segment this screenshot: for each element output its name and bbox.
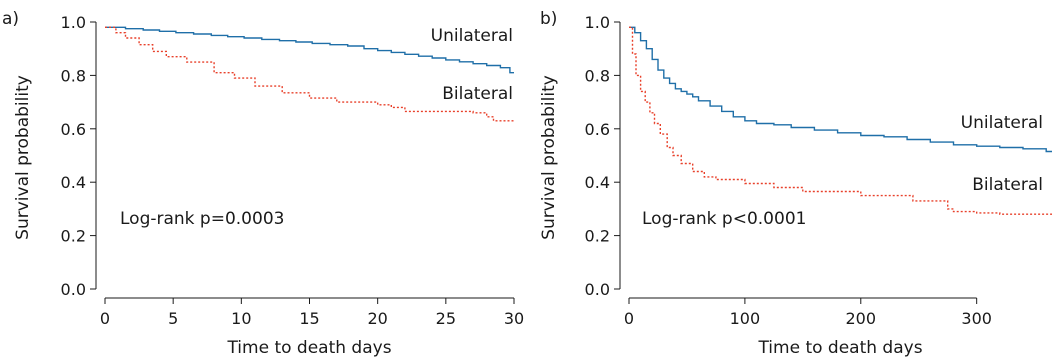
log-rank-annotation: Log-rank p<0.0001 bbox=[642, 209, 806, 229]
y-tick-label: 0.0 bbox=[585, 280, 610, 299]
x-tick-label: 300 bbox=[961, 309, 992, 328]
y-tick-label: 0.6 bbox=[61, 120, 86, 139]
series-label-bilateral: Bilateral bbox=[972, 175, 1043, 195]
x-tick-label: 30 bbox=[504, 309, 524, 328]
y-tick-label: 0.8 bbox=[61, 66, 86, 85]
x-tick-label: 0 bbox=[624, 309, 634, 328]
y-axis-label: Survival probability bbox=[539, 75, 559, 240]
series-line-bilateral bbox=[105, 26, 514, 122]
series-label-bilateral: Bilateral bbox=[442, 84, 513, 104]
panel-a: 0.0 0.2 0.4 0.6 0.8 1.0 0 5 10 15 20 25 30 Time to de… bbox=[2, 9, 524, 358]
series-label-unilateral: Unilateral bbox=[431, 26, 513, 46]
log-rank-annotation: Log-rank p=0.0003 bbox=[120, 209, 284, 229]
series-line-unilateral bbox=[105, 26, 514, 74]
y-tick-label: 1.0 bbox=[61, 13, 86, 32]
x-axis-label: Time to death days bbox=[226, 338, 391, 358]
y-tick-label: 0.4 bbox=[585, 173, 610, 192]
panel-label: b) bbox=[540, 9, 557, 29]
x-tick-label: 20 bbox=[367, 309, 387, 328]
x-tick-label: 0 bbox=[100, 309, 110, 328]
x-tick-label: 10 bbox=[231, 309, 251, 328]
series-line-unilateral bbox=[629, 26, 1052, 153]
x-tick-label: 100 bbox=[730, 309, 761, 328]
y-tick-label: 0.4 bbox=[61, 173, 86, 192]
series-label-unilateral: Unilateral bbox=[961, 113, 1043, 133]
y-axis-label: Survival probability bbox=[13, 75, 33, 240]
x-tick-label: 25 bbox=[436, 309, 456, 328]
y-tick-label: 0.2 bbox=[585, 227, 610, 246]
series-line-bilateral bbox=[629, 26, 1052, 215]
x-axis-label: Time to death days bbox=[757, 338, 922, 358]
panel-b: 0.0 0.2 0.4 0.6 0.8 1.0 0 100 200 300 Time to deat… bbox=[539, 9, 1052, 358]
x-tick-label: 200 bbox=[846, 309, 877, 328]
y-tick-label: 0.0 bbox=[61, 280, 86, 299]
panel-label: a) bbox=[2, 9, 19, 29]
x-tick-label: 15 bbox=[299, 309, 319, 328]
y-tick-label: 1.0 bbox=[585, 13, 610, 32]
y-tick-label: 0.6 bbox=[585, 120, 610, 139]
y-tick-label: 0.2 bbox=[61, 227, 86, 246]
x-tick-label: 5 bbox=[168, 309, 178, 328]
y-tick-label: 0.8 bbox=[585, 66, 610, 85]
